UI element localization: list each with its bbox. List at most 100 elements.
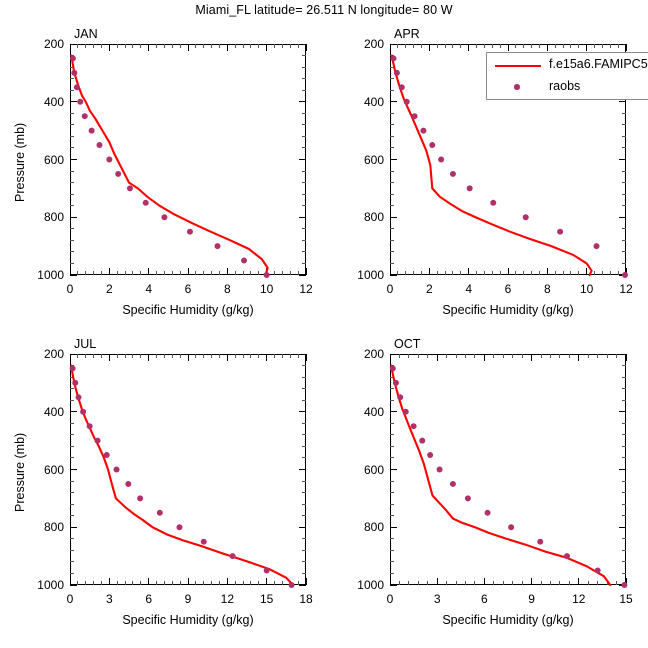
data-point [436,466,443,473]
x-tick-minor [559,354,561,358]
legend-line-swatch-icon [495,65,541,68]
x-tick-minor [116,271,118,275]
x-tick-label: 0 [66,592,74,606]
x-tick-minor [540,354,542,358]
x-tick-minor [171,581,173,585]
y-tick-minor [70,135,74,137]
y-tick-minor [390,515,394,517]
x-tick-minor [446,354,448,358]
data-point [389,365,396,372]
y-tick-minor [390,549,394,551]
y-tick-major [619,526,626,528]
series-markers-raobs [389,365,628,588]
y-tick-minor [70,376,74,378]
x-tick-minor [258,581,260,585]
y-tick-minor [622,515,626,517]
x-tick-minor [281,271,283,275]
data-point [241,257,248,264]
y-tick-minor [390,228,394,230]
data-point [594,567,601,574]
y-tick-minor [302,182,306,184]
y-tick-major [70,101,77,103]
x-tick-label: 12 [572,592,586,606]
data-point [427,452,434,459]
data-point [390,55,397,62]
y-tick-minor [390,445,394,447]
y-tick-major [390,43,397,45]
x-tick-minor [523,271,525,275]
x-tick-minor [124,271,126,275]
y-tick-minor [70,399,74,401]
y-tick-minor [622,112,626,114]
y-tick-minor [302,251,306,253]
x-tick-minor [476,44,478,48]
data-point [490,199,497,206]
y-tick-minor [302,434,306,436]
data-point [176,524,183,531]
x-tick-major [507,268,509,275]
plot-panel-jan: JAN 0 2 4 6 8 10 12 200 400 600 800 1000 Specific Hum… [13,27,313,317]
x-tick-label: 2 [425,282,433,296]
data-point [449,170,456,177]
x-tick-minor [281,44,283,48]
y-tick-minor [302,399,306,401]
y-tick-minor [390,480,394,482]
x-tick-minor [444,271,446,275]
x-tick-label: 10 [259,282,274,296]
x-tick-major [625,578,627,585]
y-tick-minor [302,572,306,574]
x-tick-minor [250,271,252,275]
y-tick-minor [622,445,626,447]
y-tick-minor [70,112,74,114]
y-tick-major [299,216,306,218]
y-tick-major [619,101,626,103]
x-tick-major [389,354,391,361]
x-tick-minor [616,354,618,358]
x-tick-minor [179,271,181,275]
x-tick-minor [606,354,608,358]
x-tick-major [69,268,71,275]
y-tick-minor [302,365,306,367]
y-tick-minor [70,228,74,230]
y-tick-minor [622,182,626,184]
y-tick-major [390,526,397,528]
x-tick-minor [140,271,142,275]
x-tick-minor [93,271,95,275]
data-point [106,156,113,163]
x-tick-minor [465,354,467,358]
legend-item-raobs[interactable]: raobs [487,77,648,98]
x-tick-minor [408,581,410,585]
y-tick-minor [622,572,626,574]
x-tick-minor [578,271,580,275]
data-layer [69,364,295,588]
x-tick-major [148,268,150,275]
x-tick-minor [405,44,407,48]
data-point [419,437,426,444]
x-tick-major [305,354,307,361]
data-point [126,185,133,192]
x-tick-minor [211,271,213,275]
y-tick-minor [302,492,306,494]
y-tick-minor [70,503,74,505]
x-tick-minor [85,44,87,48]
y-tick-minor [622,365,626,367]
y-tick-minor [70,170,74,172]
y-tick-major [619,469,626,471]
legend-item-model[interactable]: f.e15a6.FAMIPC5.ne3 [487,55,648,76]
x-tick-label: 12 [220,592,235,606]
data-point [86,423,93,430]
x-tick-minor [140,354,142,358]
data-point [411,113,418,120]
x-tick-minor [203,44,205,48]
y-tick-major [299,101,306,103]
x-tick-minor [521,354,523,358]
x-tick-minor [499,44,501,48]
y-tick-major [299,526,306,528]
y-tick-label: 200 [363,347,384,361]
x-tick-minor [281,354,283,358]
y-tick-minor [70,124,74,126]
x-tick-major [586,268,588,275]
y-tick-label: 600 [43,462,64,477]
y-tick-minor [390,78,394,80]
